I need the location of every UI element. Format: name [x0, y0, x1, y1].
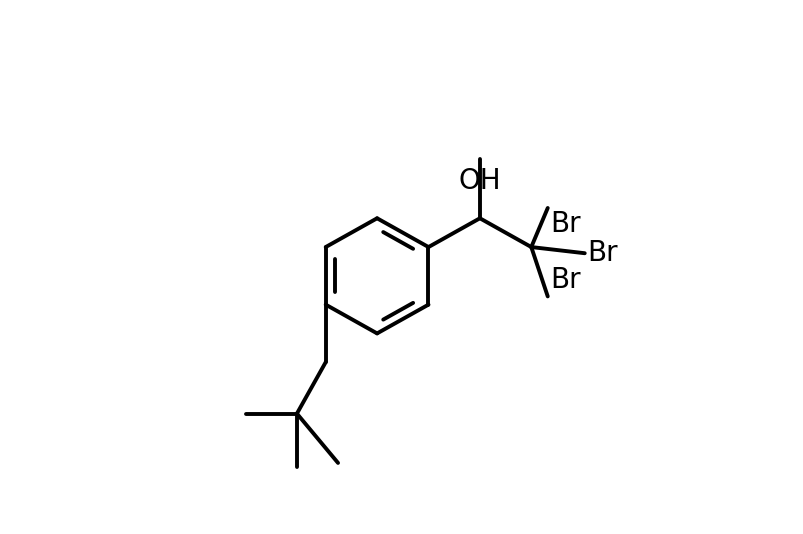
Text: OH: OH: [458, 167, 500, 195]
Text: Br: Br: [549, 266, 580, 294]
Text: Br: Br: [549, 210, 580, 238]
Text: Br: Br: [586, 239, 617, 267]
